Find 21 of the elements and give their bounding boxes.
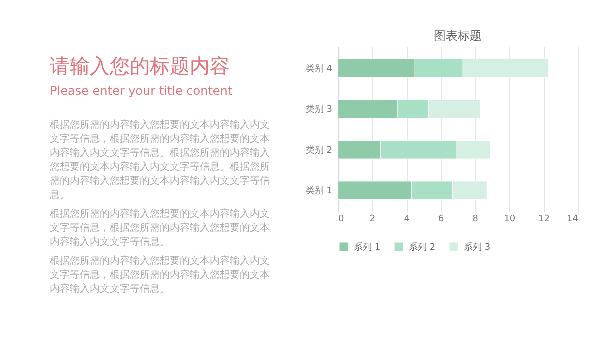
legend-label: 系列 1 [354, 242, 381, 253]
chart-title: 图表标题 [434, 29, 482, 43]
x-tick-label: 14 [567, 214, 579, 224]
x-tick-label: 8 [472, 214, 479, 224]
x-tick-label: 0 [338, 214, 344, 224]
x-tick-label: 6 [438, 214, 444, 224]
text: Please enter your title content [50, 84, 233, 98]
legend-label: 系列 3 [464, 242, 491, 253]
x-tick-label: 10 [504, 214, 516, 224]
y-tick-label: 类别 3 [306, 104, 332, 116]
y-tick-label: 类别 4 [306, 63, 333, 74]
text: 根据您所需的内容输入您想要的文本内容输入内文文字等信息，根据您所需的内容输入您想要的文本内容输入内文文字等信息。 [50, 255, 270, 295]
text: 根据您所需的内容输入您想要的文本内容输入内文文字等信息，根据您所需的内容输入您想要的文本内容输入内文文字等信息。 [50, 208, 270, 248]
y-tick-label: 类别 2 [306, 144, 332, 156]
x-tick-label: 12 [538, 214, 550, 224]
text: 根据您所需的内容输入您想要的文本内容输入内文文字等信息，根据您所需的内容输入您想要的文本内容输入内文文字等信息。根据您所需的内容输入您想要的文本内容输入内文文字等信息。根据您所需的内容输入您想要的文本内容输入内文文字等信息。 [49, 119, 270, 201]
text: 请输入您的标题内容 [50, 54, 230, 78]
x-tick-label: 2 [370, 214, 376, 224]
y-tick-label: 类别 1 [306, 186, 332, 197]
x-tick-label: 4 [404, 214, 410, 224]
legend-label: 系列 2 [409, 242, 436, 253]
